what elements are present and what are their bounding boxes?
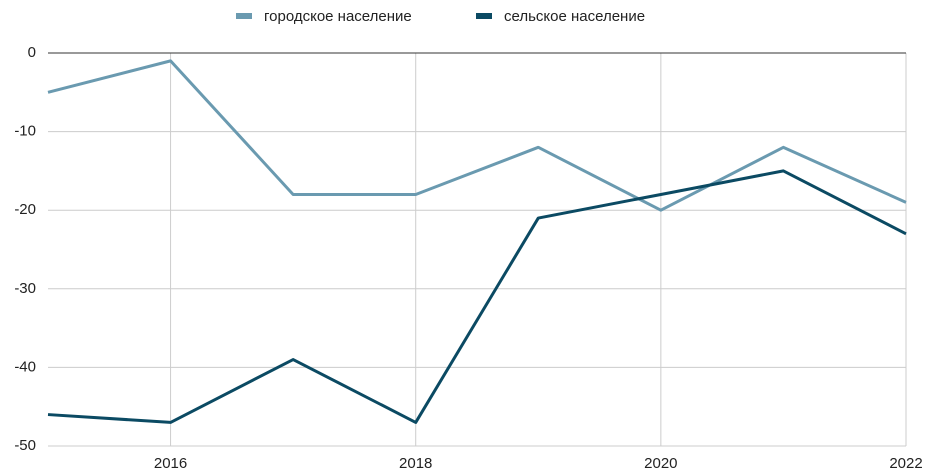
x-tick-label: 2022 [889,455,922,472]
y-tick-label: -40 [14,358,36,375]
y-tick-label: -50 [14,437,36,454]
legend-label: городское население [264,8,412,25]
y-tick-label: -10 [14,123,36,140]
x-tick-label: 2018 [399,455,432,472]
x-tick-label: 2016 [154,455,187,472]
legend-swatch [476,13,492,19]
y-tick-label: -30 [14,280,36,297]
series-line [47,169,907,424]
x-tick-label: 2020 [644,455,677,472]
legend-label: сельское население [504,8,645,25]
legend-swatch [236,13,252,19]
y-tick-label: -20 [14,201,36,218]
series-line [47,59,907,212]
y-tick-label: 0 [28,44,36,61]
